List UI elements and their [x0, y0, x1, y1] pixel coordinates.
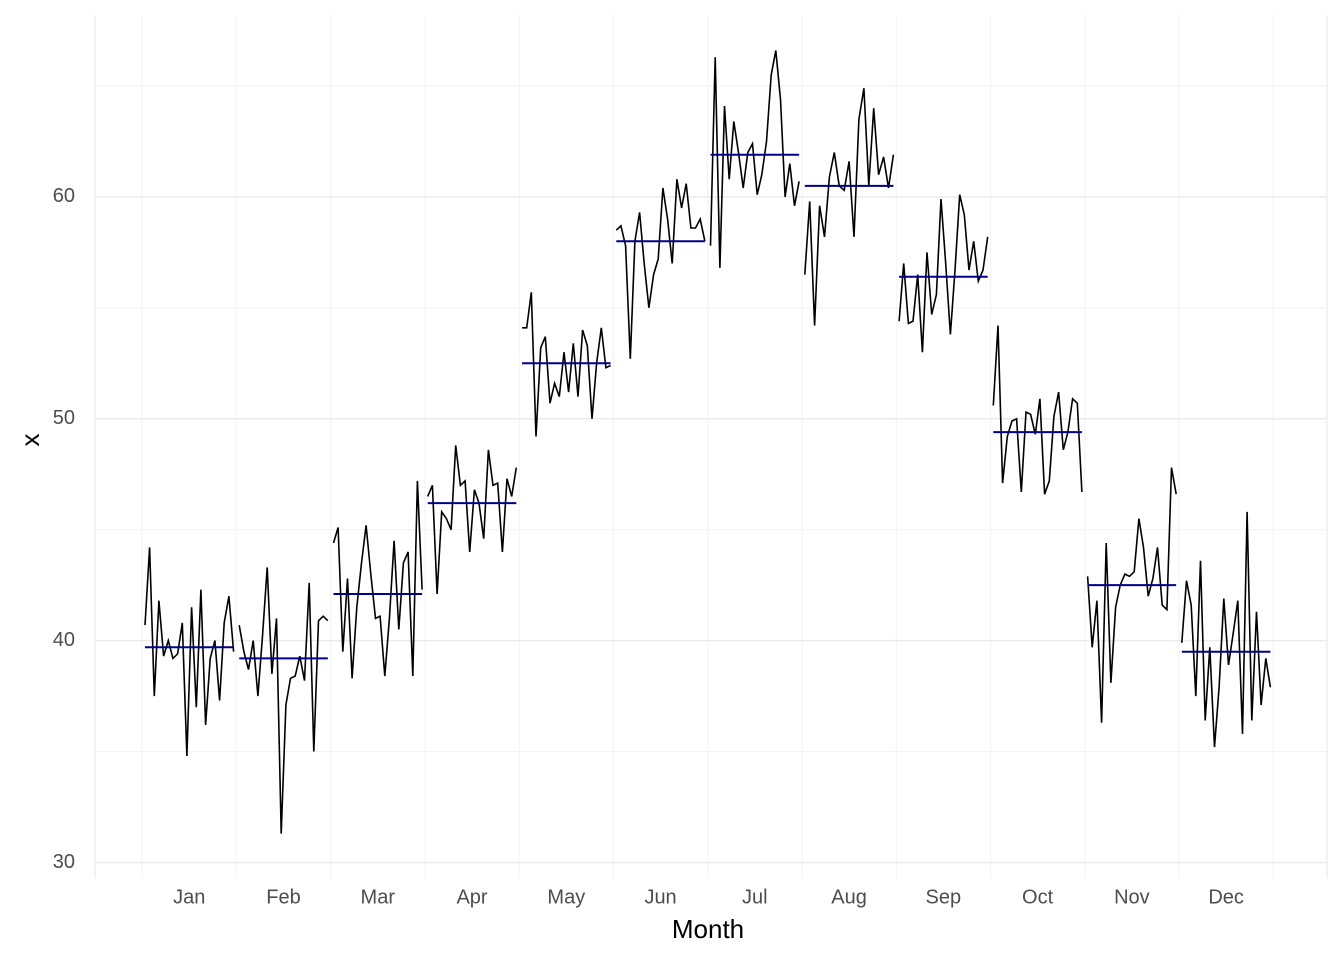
series-line	[615, 179, 706, 359]
y-tick-label: 50	[53, 407, 75, 429]
series-line	[992, 325, 1083, 495]
series-line	[144, 547, 235, 757]
series-line	[426, 445, 518, 595]
y-tick-label: 60	[53, 185, 75, 207]
series-line	[238, 567, 329, 834]
x-tick-label: Aug	[831, 886, 867, 908]
x-tick-label: Jan	[173, 886, 205, 908]
series-line	[1181, 511, 1272, 748]
series-line	[709, 50, 800, 268]
x-tick-label: Oct	[1022, 886, 1054, 908]
x-tick-label: Apr	[456, 886, 487, 908]
x-tick-label: Feb	[266, 886, 300, 908]
x-tick-label: Nov	[1114, 886, 1150, 908]
x-tick-label: Dec	[1208, 886, 1244, 908]
y-tick-label: 30	[53, 851, 75, 873]
x-tick-label: Jun	[644, 886, 676, 908]
series-line	[1086, 467, 1177, 723]
y-axis-title: x	[15, 434, 45, 447]
series-line	[332, 480, 423, 679]
series-line	[804, 88, 895, 326]
x-tick-label: May	[547, 886, 585, 908]
x-tick-label: Jul	[742, 886, 768, 908]
y-tick-label: 40	[53, 629, 75, 651]
x-tick-label: Sep	[926, 886, 962, 908]
series-line	[898, 194, 989, 353]
x-axis-title: Month	[672, 914, 744, 944]
series-line	[522, 292, 611, 437]
x-tick-label: Mar	[361, 886, 396, 908]
